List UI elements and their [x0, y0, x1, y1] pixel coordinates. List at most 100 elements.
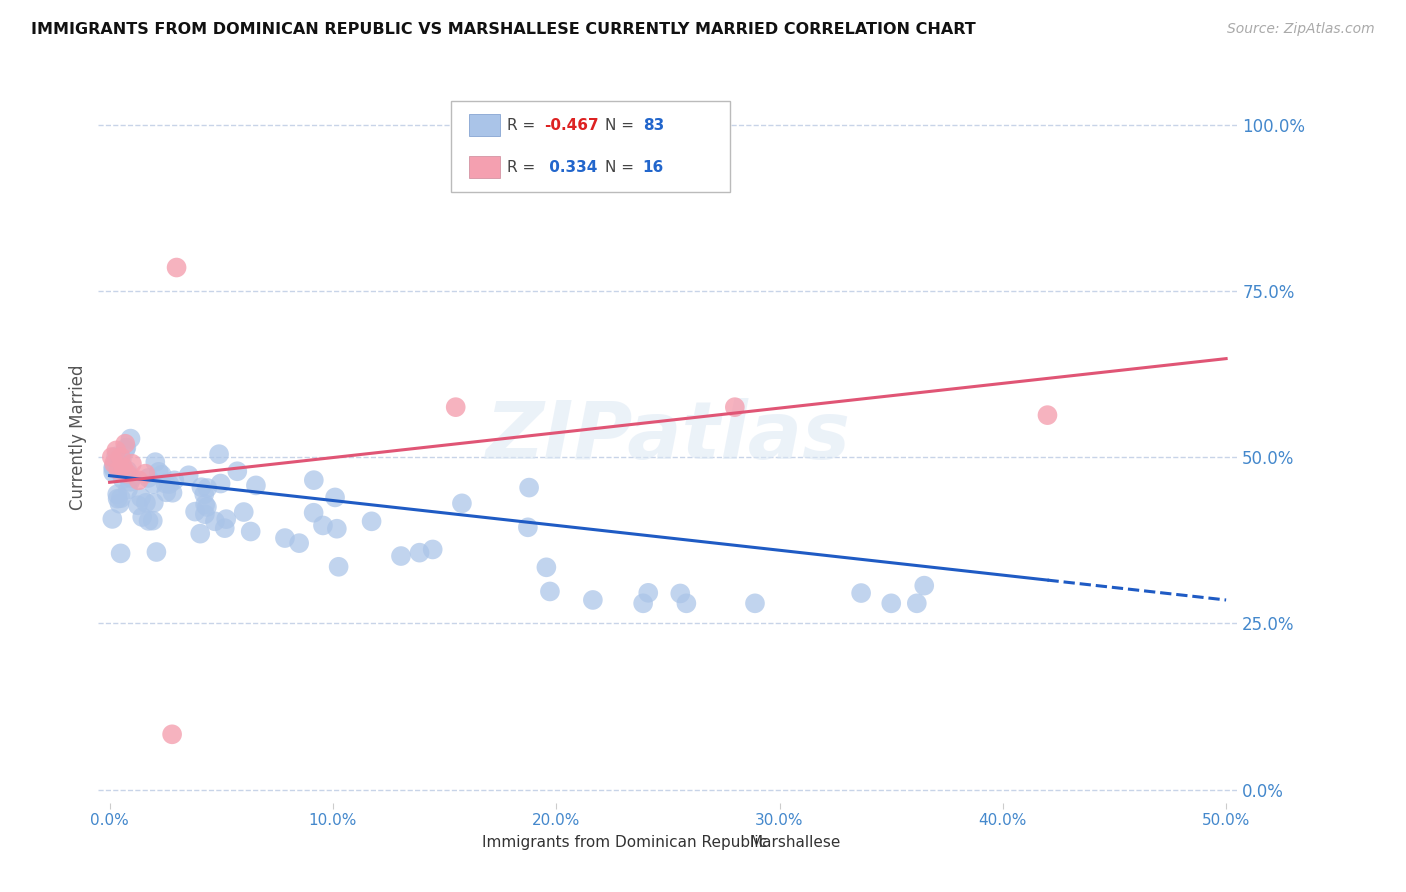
Point	[105, 450, 128, 464]
Point	[155, 476, 177, 491]
Point	[136, 471, 159, 485]
Text: Source: ZipAtlas.com: Source: ZipAtlas.com	[1227, 22, 1375, 37]
Point	[631, 596, 654, 610]
Point	[326, 522, 349, 536]
Point	[209, 476, 232, 491]
Point	[135, 496, 157, 510]
Point	[302, 473, 325, 487]
Point	[408, 546, 430, 560]
Point	[114, 442, 136, 457]
Point	[675, 596, 697, 610]
Point	[302, 506, 325, 520]
Point	[150, 467, 173, 482]
Point	[288, 536, 311, 550]
Point	[115, 441, 138, 455]
Point	[239, 524, 262, 539]
Point	[111, 462, 134, 476]
Point	[148, 465, 170, 479]
Text: IMMIGRANTS FROM DOMINICAN REPUBLIC VS MARSHALLESE CURRENTLY MARRIED CORRELATION : IMMIGRANTS FROM DOMINICAN REPUBLIC VS MA…	[31, 22, 976, 37]
Point	[103, 457, 125, 471]
Point	[160, 727, 183, 741]
Point	[195, 481, 218, 495]
Text: R =: R =	[508, 160, 546, 175]
Point	[538, 584, 561, 599]
Point	[117, 464, 139, 478]
Point	[110, 491, 132, 506]
Point	[103, 459, 125, 474]
Point	[111, 472, 134, 486]
Point	[107, 491, 129, 506]
Point	[204, 514, 226, 528]
Point	[274, 531, 297, 545]
Point	[142, 514, 165, 528]
Point	[360, 514, 382, 528]
Point	[114, 436, 136, 450]
Text: 0.334: 0.334	[544, 160, 598, 175]
Text: -0.467: -0.467	[544, 118, 599, 133]
Point	[143, 455, 166, 469]
Point	[138, 514, 160, 528]
Text: N =: N =	[605, 118, 640, 133]
Point	[127, 498, 149, 512]
Point	[245, 478, 267, 492]
Point	[194, 507, 217, 521]
Point	[214, 521, 236, 535]
Point	[422, 542, 444, 557]
Point	[744, 596, 766, 610]
Text: ZIPatlas: ZIPatlas	[485, 398, 851, 476]
Point	[111, 460, 134, 475]
Point	[101, 450, 124, 464]
Point	[912, 579, 935, 593]
Point	[444, 400, 467, 414]
Point	[724, 400, 747, 414]
Point	[195, 500, 218, 514]
Point	[103, 461, 125, 475]
Point	[134, 467, 156, 481]
FancyBboxPatch shape	[451, 101, 731, 192]
Point	[142, 477, 165, 491]
Text: Immigrants from Dominican Republic: Immigrants from Dominican Republic	[482, 835, 768, 850]
Point	[194, 498, 217, 512]
Point	[157, 477, 180, 491]
Y-axis label: Currently Married: Currently Married	[69, 364, 87, 510]
Point	[226, 464, 249, 478]
Point	[117, 467, 139, 481]
Point	[166, 260, 188, 275]
Point	[536, 560, 558, 574]
Point	[155, 485, 177, 500]
Point	[880, 596, 903, 610]
Bar	[451, 832, 477, 853]
Point	[129, 491, 152, 505]
Point	[105, 443, 128, 458]
Point	[849, 586, 872, 600]
Point	[121, 457, 143, 471]
Text: R =: R =	[508, 118, 540, 133]
Point	[107, 463, 129, 477]
Point	[145, 545, 167, 559]
Point	[162, 485, 184, 500]
Point	[108, 497, 131, 511]
Point	[188, 526, 211, 541]
Bar	[468, 156, 501, 178]
Point	[232, 505, 254, 519]
Point	[215, 512, 238, 526]
Point	[110, 450, 132, 464]
Bar	[718, 832, 744, 853]
Point	[121, 471, 143, 485]
Point	[669, 586, 692, 600]
Point	[517, 481, 540, 495]
Point	[120, 475, 142, 489]
Text: 83: 83	[643, 118, 664, 133]
Text: 16: 16	[643, 160, 664, 175]
Text: Marshallese: Marshallese	[749, 835, 841, 850]
Point	[117, 483, 139, 497]
Point	[184, 505, 207, 519]
Point	[451, 496, 474, 510]
Point	[142, 496, 165, 510]
Point	[120, 432, 142, 446]
Point	[905, 596, 928, 610]
Point	[389, 549, 412, 563]
Point	[131, 510, 153, 524]
Point	[177, 468, 200, 483]
Point	[1036, 408, 1059, 422]
